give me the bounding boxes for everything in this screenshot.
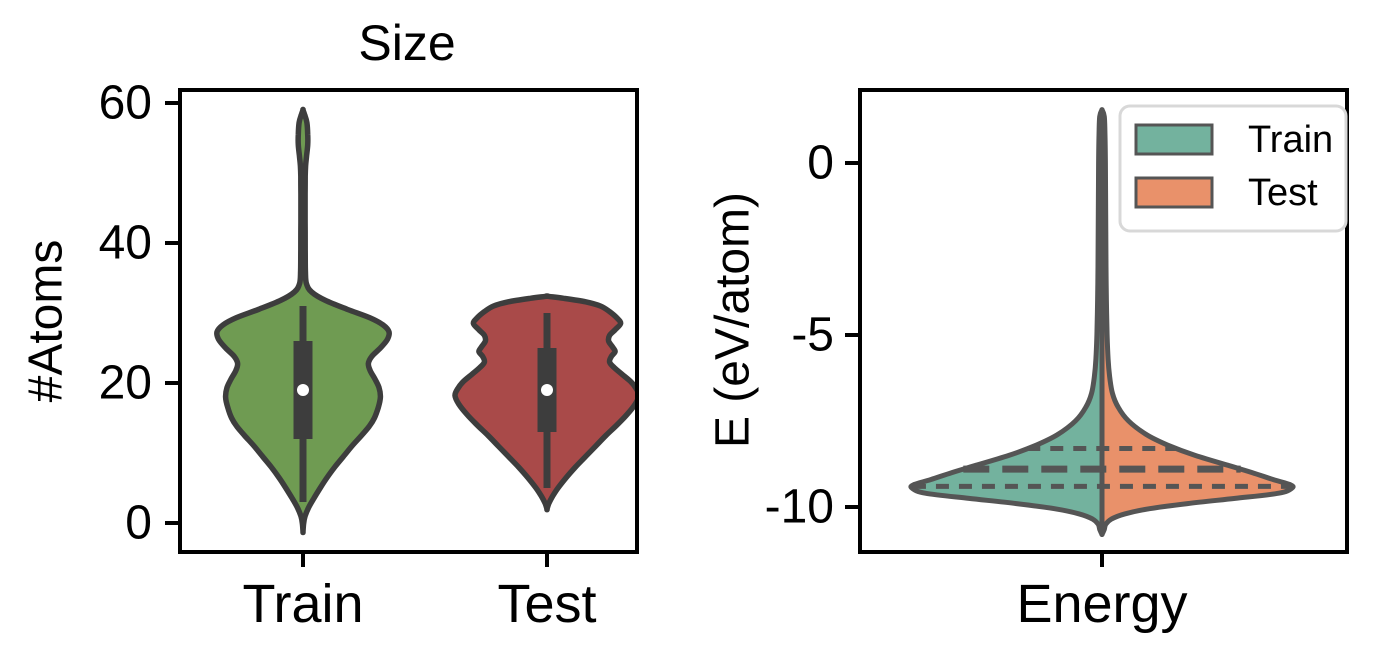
y-tick-label: -10	[765, 481, 834, 534]
y-axis-label: E (eV/atom)	[707, 192, 760, 448]
y-tick-label: -5	[791, 309, 834, 362]
energy-violin-test-half	[1099, 107, 1296, 537]
legend-label-test: Test	[1248, 172, 1318, 214]
x-tick-label-test: Test	[497, 574, 596, 634]
legend-swatch-test	[1134, 176, 1214, 209]
legend-label-train: Train	[1248, 119, 1333, 161]
energy-violin	[908, 107, 1296, 537]
size-violins	[214, 106, 637, 536]
y-tick-label: 60	[99, 77, 152, 130]
y-tick-label: 40	[99, 217, 152, 270]
y-axis-label: #Atoms	[20, 240, 73, 403]
energy-panel: 0 -5 -10 Energy E (eV/atom) Train Test	[707, 88, 1349, 634]
plot-border	[178, 88, 639, 554]
legend: Train Test	[1118, 104, 1348, 233]
y-tick-label: 0	[125, 497, 152, 550]
size-panel: 0 20 40 60 Train Test Size #Atoms	[20, 15, 639, 634]
x-tick-label-energy: Energy	[1016, 574, 1187, 634]
panel-title: Size	[358, 15, 455, 71]
y-tick-label: 20	[99, 357, 152, 410]
y-tick-label: 0	[807, 137, 834, 190]
energy-violin-train-half	[908, 107, 1105, 537]
median-dot	[541, 384, 553, 396]
legend-swatch-train	[1134, 123, 1214, 156]
x-tick-label-train: Train	[242, 574, 363, 634]
median-dot	[297, 384, 309, 396]
